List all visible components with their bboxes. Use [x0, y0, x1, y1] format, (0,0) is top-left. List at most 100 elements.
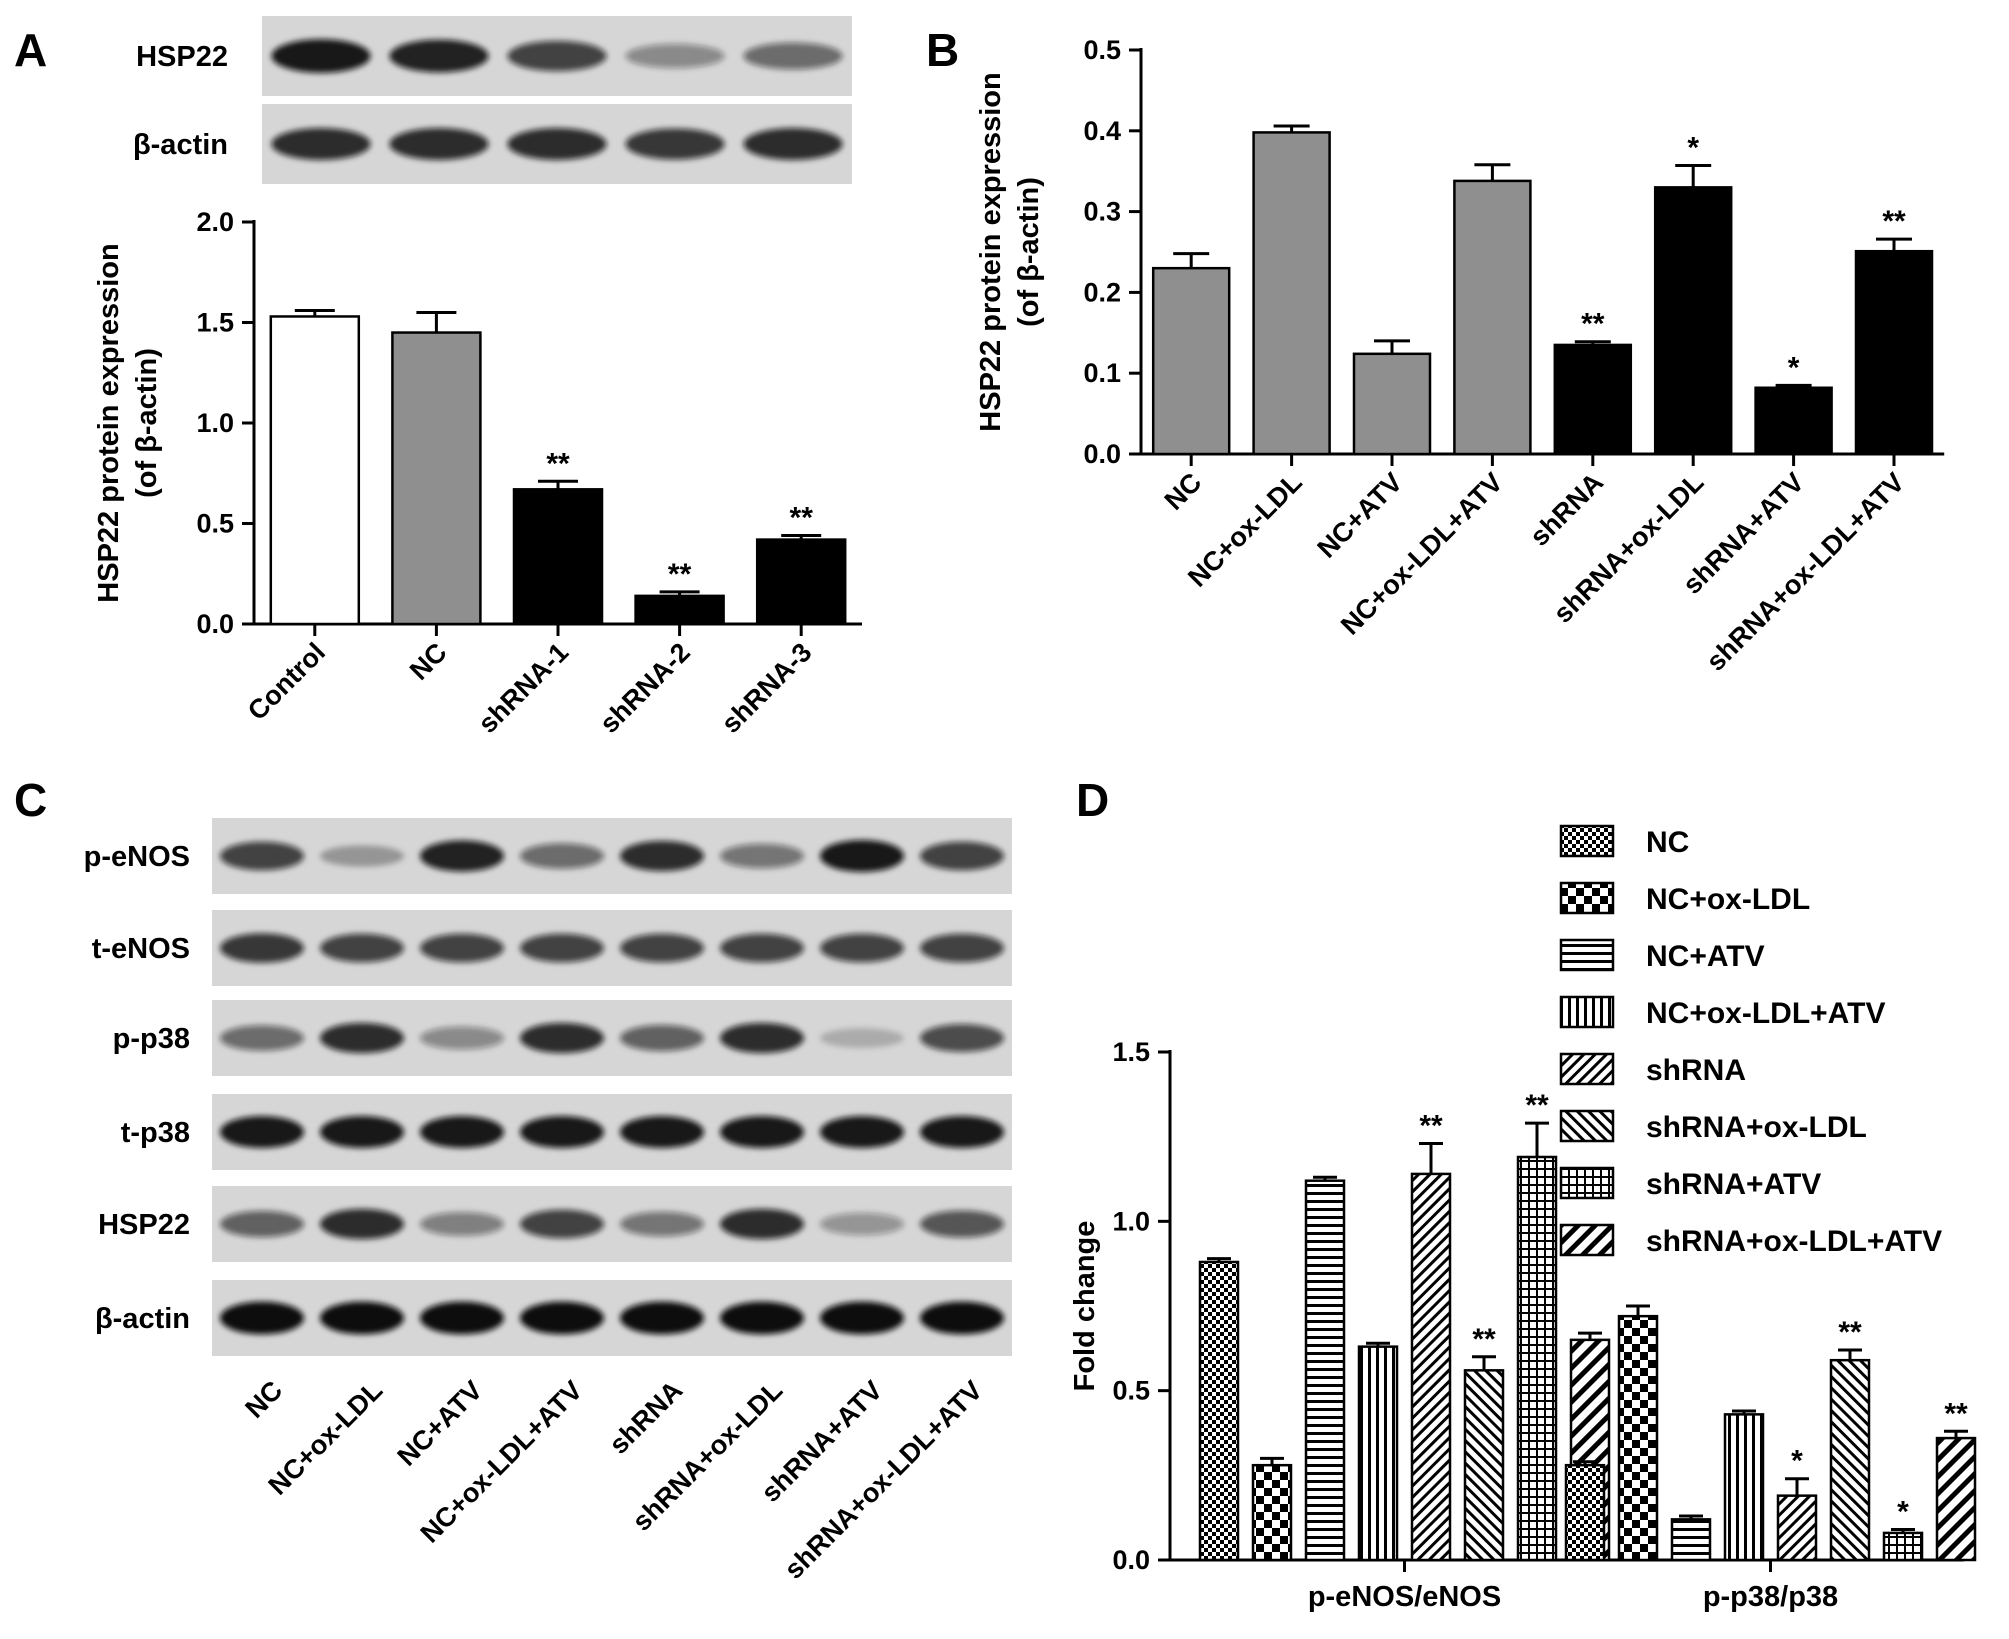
blot-row-label: β-actin — [95, 1303, 190, 1335]
blot-band — [420, 1301, 504, 1335]
bar — [1352, 352, 1432, 456]
bar — [1453, 179, 1532, 456]
x-tick-label: shRNA-2 — [594, 637, 696, 739]
legend-swatch — [1559, 1166, 1615, 1200]
bar — [269, 315, 361, 626]
y-axis-title-line2: (of β-actin) — [1013, 177, 1045, 327]
bar-chart-panel-a: 0.0 0.5 1.0 1.5 2.0 HSP22 protein expression(… — [93, 207, 862, 739]
y-tick-label: 2.0 — [196, 207, 234, 237]
blot-band — [520, 1301, 604, 1335]
blot-band — [520, 843, 604, 869]
blot-band — [720, 1115, 804, 1149]
y-tick-label: 0.0 — [1112, 1545, 1150, 1575]
blot-band — [920, 841, 1004, 871]
blot-row-label: β-actin — [133, 129, 228, 161]
blot-band — [620, 840, 704, 872]
blot-lane-label: NC+ATV — [392, 1375, 489, 1472]
bar — [1252, 131, 1331, 456]
blot-band — [620, 1115, 704, 1149]
blot-band — [420, 1212, 504, 1236]
legend-swatch — [1559, 1052, 1615, 1086]
blot-band — [920, 1115, 1004, 1149]
blot-band — [920, 933, 1004, 963]
blot-band — [520, 1115, 604, 1149]
blot-row-label: HSP22 — [136, 41, 228, 73]
blot-band — [820, 1115, 904, 1149]
legend-label: shRNA+ox-LDL+ATV — [1646, 1225, 1942, 1258]
blot-row-label: HSP22 — [98, 1209, 190, 1241]
significance-label: ** — [790, 502, 814, 535]
y-axis-title: HSP22 protein expression (of β-actin) — [93, 243, 163, 602]
bar — [1935, 1436, 1977, 1562]
blot-band — [420, 1115, 504, 1149]
blot-band — [320, 1301, 404, 1335]
y-tick-label: 0.0 — [1083, 439, 1121, 469]
panel-label-a: A — [14, 24, 47, 76]
panel-label-c: C — [14, 774, 47, 826]
bar — [1463, 1369, 1505, 1562]
blot-band — [620, 1024, 704, 1052]
y-tick-label: 1.0 — [196, 408, 234, 438]
significance-label: ** — [1525, 1089, 1549, 1122]
y-tick-label: 1.0 — [1112, 1206, 1150, 1236]
blot-band — [620, 1211, 704, 1237]
legend-label: shRNA+ATV — [1646, 1168, 1821, 1201]
bar — [1198, 1260, 1240, 1562]
blot-band — [220, 1115, 304, 1149]
blot-band — [625, 128, 725, 160]
x-tick-label: NC — [1159, 467, 1208, 516]
western-blot-panel-c: p-eNOSt-eNOSp-p38t-p38HSP22β-actinNCNC+o… — [84, 818, 1012, 1585]
x-tick-label: shRNA-1 — [472, 637, 574, 739]
significance-label: ** — [546, 447, 570, 480]
blot-band — [220, 1301, 304, 1335]
legend-label: NC+ox-LDL+ATV — [1646, 997, 1885, 1030]
blot-band — [720, 1301, 804, 1335]
x-tick-label: Control — [242, 637, 331, 726]
legend-swatch — [1559, 1109, 1615, 1143]
blot-band — [507, 40, 607, 72]
bar — [1854, 249, 1934, 456]
x-tick-label: NC — [404, 637, 453, 686]
blot-band — [320, 1115, 404, 1149]
legend-swatch — [1559, 995, 1615, 1029]
y-axis-title: Fold change — [1069, 1221, 1101, 1392]
blot-band — [743, 128, 843, 160]
significance-label: * — [1687, 132, 1699, 165]
blot-band — [820, 933, 904, 963]
bar — [1410, 1172, 1452, 1562]
significance-label: * — [1791, 1445, 1803, 1478]
significance-label: ** — [1472, 1323, 1496, 1356]
blot-band — [620, 1301, 704, 1335]
blot-row-label: p-eNOS — [84, 841, 190, 873]
blot-band — [420, 1026, 504, 1050]
blot-band — [320, 845, 404, 867]
bar — [1516, 1155, 1558, 1562]
bar — [1829, 1358, 1871, 1562]
bar — [1553, 343, 1633, 456]
y-tick-label: 0.4 — [1083, 116, 1121, 146]
y-tick-label: 1.5 — [1112, 1037, 1150, 1067]
significance-label: ** — [1419, 1109, 1443, 1142]
blot-lane-label: NC — [239, 1375, 288, 1424]
blot-band — [220, 1210, 304, 1238]
x-group-label: p-p38/p38 — [1703, 1581, 1838, 1613]
y-tick-label: 1.5 — [196, 308, 234, 338]
significance-label: ** — [1944, 1397, 1968, 1430]
legend-swatch — [1559, 1223, 1615, 1257]
significance-label: ** — [1838, 1316, 1862, 1349]
bar — [1653, 186, 1733, 456]
blot-band — [620, 933, 704, 963]
y-axis-title-line1: HSP22 protein expression — [93, 243, 125, 602]
legend-swatch — [1559, 938, 1615, 972]
bar — [1357, 1345, 1399, 1562]
blot-band — [920, 1024, 1004, 1052]
bar — [512, 488, 604, 626]
legend-label: NC — [1646, 826, 1689, 859]
y-tick-label: 0.0 — [196, 609, 234, 639]
blot-band — [220, 1025, 304, 1051]
bar — [1564, 1463, 1606, 1562]
blot-band — [220, 933, 304, 963]
blot-band — [820, 1212, 904, 1236]
x-tick-label: NC+ATV — [1312, 467, 1409, 564]
